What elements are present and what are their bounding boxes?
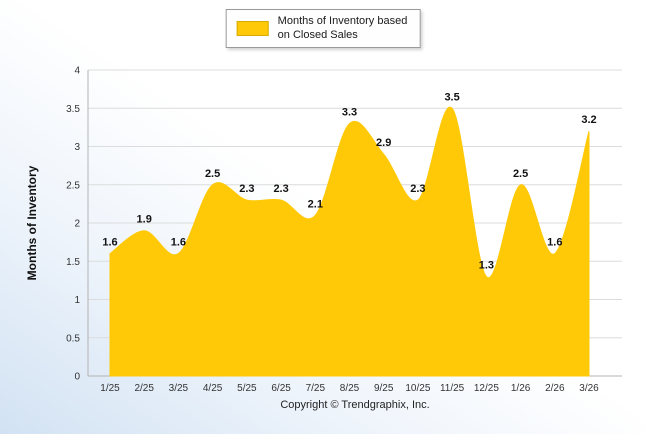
y-tick-label: 3.5 (66, 104, 80, 115)
legend-label: Months of Inventory based on Closed Sale… (278, 14, 408, 43)
data-label: 1.3 (479, 260, 494, 272)
data-label: 2.9 (376, 137, 391, 149)
y-tick-label: 3 (74, 142, 80, 153)
data-label: 2.3 (239, 183, 254, 195)
legend-label-line2: on Closed Sales (277, 29, 358, 42)
x-tick-label: 3/26 (579, 383, 599, 394)
x-tick-label: 2/25 (134, 383, 154, 394)
y-tick-label: 1.5 (66, 257, 80, 268)
x-tick-label: 2/26 (545, 383, 565, 394)
data-label: 3.3 (342, 107, 357, 119)
data-label: 1.6 (547, 237, 562, 249)
area-series (109, 106, 590, 377)
y-tick-label: 0.5 (66, 333, 80, 344)
data-label: 1.6 (102, 237, 117, 249)
data-label: 3.5 (444, 91, 459, 103)
data-label: 2.5 (205, 168, 220, 180)
x-tick-label: 1/26 (511, 383, 531, 394)
data-label: 1.6 (171, 237, 186, 249)
chart-legend: Months of Inventory based on Closed Sale… (225, 9, 421, 48)
x-tick-label: 9/25 (374, 383, 394, 394)
data-label: 3.2 (581, 114, 596, 126)
legend-swatch-icon (236, 20, 269, 36)
y-tick-label: 2 (74, 219, 80, 230)
data-label: 2.3 (273, 183, 288, 195)
y-tick-label: 4 (74, 66, 80, 77)
data-label: 2.3 (410, 183, 425, 195)
x-tick-label: 6/25 (271, 383, 291, 394)
data-label: 2.5 (513, 168, 528, 180)
y-tick-label: 0 (74, 372, 80, 383)
legend-label-line1: Months of Inventory based (277, 15, 408, 27)
y-tick-label: 1 (74, 295, 80, 306)
x-tick-label: 11/25 (440, 383, 465, 394)
x-tick-label: 3/25 (169, 383, 189, 394)
copyright-text: Copyright © Trendgraphix, Inc. (280, 399, 430, 411)
y-tick-label: 2.5 (66, 180, 80, 191)
x-tick-label: 4/25 (203, 383, 223, 394)
x-tick-label: 8/25 (340, 383, 360, 394)
x-tick-label: 10/25 (405, 383, 430, 394)
x-tick-label: 1/25 (100, 383, 120, 394)
data-label: 2.1 (308, 198, 323, 210)
x-tick-label: 12/25 (474, 383, 499, 394)
x-tick-label: 7/25 (306, 383, 326, 394)
data-label: 1.9 (137, 214, 152, 226)
x-tick-label: 5/25 (237, 383, 257, 394)
